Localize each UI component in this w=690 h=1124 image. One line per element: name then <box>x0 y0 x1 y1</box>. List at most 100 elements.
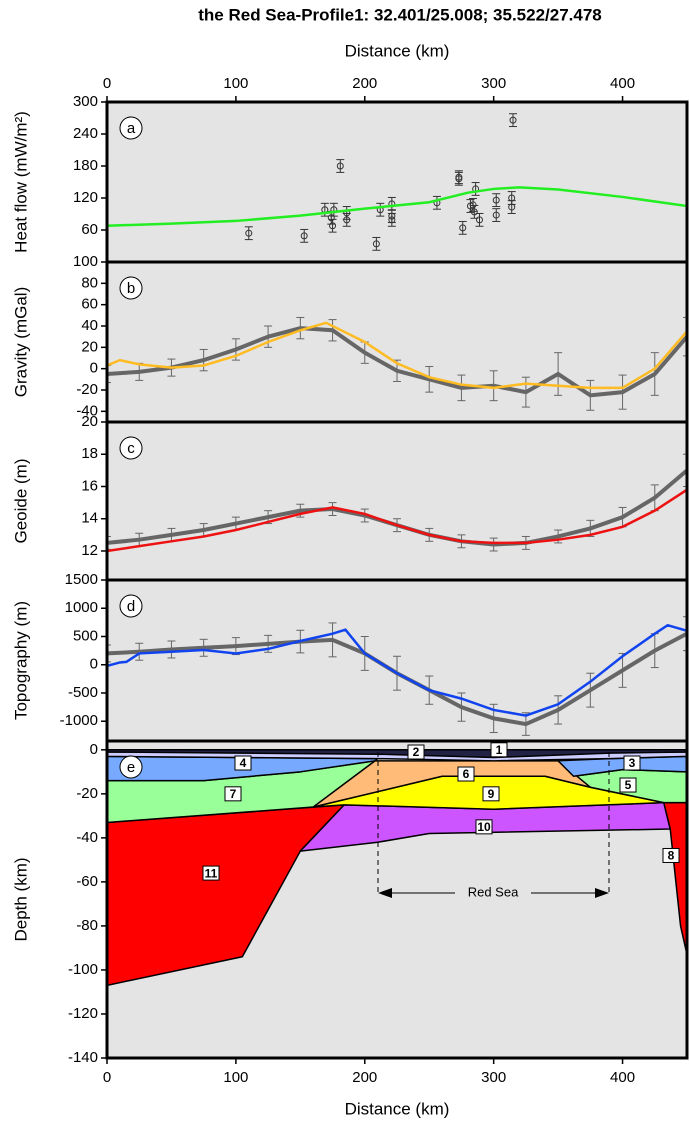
y-tick-label: 16 <box>81 477 98 494</box>
plot-area <box>107 102 687 262</box>
data-point <box>509 116 517 124</box>
y-tick-label: 500 <box>73 627 98 644</box>
layer-label: 2 <box>413 745 420 759</box>
x-tick-label: 200 <box>352 1069 377 1086</box>
x-axis-label: Distance (km) <box>345 1099 450 1118</box>
error-bar <box>300 228 309 243</box>
layer-label-box <box>490 742 508 758</box>
layer-label-box <box>234 755 252 771</box>
data-layer <box>107 616 687 736</box>
x-tick-label: 100 <box>223 1069 248 1086</box>
error-bar <box>683 616 687 652</box>
data-point <box>300 232 308 240</box>
data-point <box>475 216 483 224</box>
error-bar <box>342 206 351 220</box>
data-point <box>327 214 335 222</box>
annotation: Red Sea <box>468 884 519 899</box>
y-tick-label: 300 <box>73 93 98 110</box>
y-tick-label: 240 <box>73 125 98 142</box>
error-bar <box>471 182 480 196</box>
x-tick-label: 0 <box>103 1069 111 1086</box>
error-bar <box>387 212 396 227</box>
data-point <box>459 224 467 232</box>
layer-label: 4 <box>240 756 247 770</box>
error-bar <box>507 200 516 214</box>
data-layer <box>107 113 687 251</box>
panel-letter: e <box>127 759 135 776</box>
y-tick-label: -60 <box>76 873 98 890</box>
y-tick-label: 120 <box>73 189 98 206</box>
error-bar <box>336 159 345 173</box>
y-axis-label: Topography (m) <box>11 601 30 720</box>
layer-label: 3 <box>629 756 636 770</box>
y-axis-label: Geoide (m) <box>11 458 30 543</box>
y-tick-label: 1000 <box>65 599 98 616</box>
panel-letter-circle <box>119 276 143 300</box>
plot-border <box>105 739 689 1060</box>
layer-label-box <box>407 744 425 760</box>
layer-label-box <box>475 819 493 835</box>
red-sea-annotation: Red Sea <box>377 752 610 903</box>
layer-label-box <box>619 777 637 793</box>
data-point <box>508 203 516 211</box>
y-tick-label: 0 <box>90 656 98 673</box>
y-tick-label: -140 <box>68 1049 98 1066</box>
y-tick-label: 180 <box>73 157 98 174</box>
error-bar <box>454 171 463 186</box>
panel: 11 10 8 9 7 5 6 4 3 2 1 -140 -120 -100 -80 -60 -40 -20 0 De… <box>11 739 689 1118</box>
data-point <box>336 162 344 170</box>
layer-label: 5 <box>625 778 632 792</box>
data-layer <box>107 316 687 411</box>
x-tick-label: 100 <box>223 75 248 92</box>
layer-label: 8 <box>668 849 675 863</box>
y-tick-label: -20 <box>76 785 98 802</box>
layer-label: 7 <box>230 787 237 801</box>
error-bar <box>475 212 484 227</box>
y-tick-label: 18 <box>81 445 98 462</box>
y-tick-label: -1000 <box>60 712 98 729</box>
y-tick-label: 12 <box>81 542 98 559</box>
panel-letter-circle <box>119 436 143 460</box>
y-tick-label: 1500 <box>65 571 98 588</box>
layer-label: 6 <box>463 767 470 781</box>
error-bar <box>328 218 337 233</box>
x-tick-label: 0 <box>103 75 111 92</box>
layer-label-box <box>482 786 500 802</box>
y-axis-label: Gravity (mGal) <box>11 287 30 398</box>
y-axis-label: Heat flow (mW/m²) <box>11 111 30 253</box>
x-tick-label: 200 <box>352 75 377 92</box>
data-point <box>388 216 396 224</box>
y-tick-label: 20 <box>81 338 98 355</box>
panel-letter-circle <box>119 116 143 140</box>
x-tick-label: 400 <box>610 75 635 92</box>
arrowhead <box>595 888 609 898</box>
panel-letter: c <box>127 440 135 457</box>
y-tick-label: 60 <box>81 221 98 238</box>
y-tick-label: 0 <box>90 360 98 377</box>
panel-letter-circle <box>119 594 143 618</box>
x-tick-label: 300 <box>481 1069 506 1086</box>
y-tick-label: 0 <box>90 741 98 758</box>
layer-label-box <box>202 865 220 881</box>
model-line <box>107 623 687 717</box>
y-tick-label: 100 <box>73 253 98 270</box>
panel: -1000 -500 0 500 1000 1500 Topography (m) d <box>11 571 689 743</box>
data-layer <box>107 453 687 553</box>
x-axis-label: Distance (km) <box>345 41 450 60</box>
label-bg <box>455 883 531 903</box>
layer <box>107 749 687 759</box>
data-point <box>455 175 463 183</box>
error-bar <box>509 113 517 128</box>
model-line <box>107 321 687 390</box>
y-tick-label: 80 <box>81 274 98 291</box>
panel-letter: b <box>127 280 135 297</box>
data-point <box>492 196 500 204</box>
model-line <box>107 186 687 227</box>
y-tick-label: -100 <box>68 961 98 978</box>
data-point <box>470 208 478 216</box>
y-tick-label: -20 <box>76 381 98 398</box>
x-tick-label: 300 <box>481 75 506 92</box>
model-line <box>107 488 687 553</box>
error-bar <box>432 195 441 210</box>
title: the Red Sea-Profile1: 32.401/25.008; 35.… <box>198 5 602 24</box>
